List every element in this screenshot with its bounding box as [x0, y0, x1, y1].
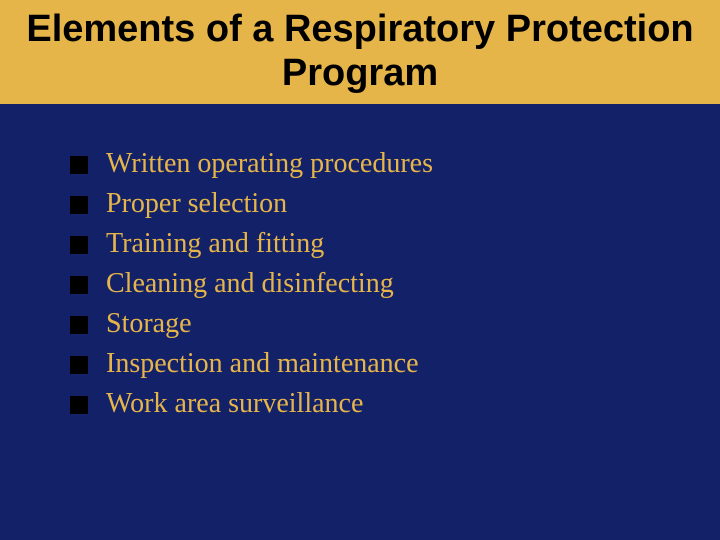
bullet-text: Cleaning and disinfecting [106, 268, 720, 300]
bullet-text: Inspection and maintenance [106, 348, 720, 380]
list-item: Storage [70, 304, 720, 344]
list-item: Proper selection [70, 184, 720, 224]
square-bullet-icon [70, 356, 88, 374]
bullet-list: Written operating procedures Proper selec… [70, 144, 720, 424]
square-bullet-icon [70, 396, 88, 414]
bullet-text: Written operating procedures [106, 148, 720, 180]
list-item: Written operating procedures [70, 144, 720, 184]
slide: Elements of a Respiratory Protection Pro… [0, 0, 720, 540]
title-band: Elements of a Respiratory Protection Pro… [0, 0, 720, 104]
square-bullet-icon [70, 156, 88, 174]
list-item: Inspection and maintenance [70, 344, 720, 384]
bullet-text: Work area surveillance [106, 388, 720, 420]
slide-title: Elements of a Respiratory Protection Pro… [20, 8, 700, 95]
square-bullet-icon [70, 236, 88, 254]
bullet-text: Proper selection [106, 188, 720, 220]
body-area: Written operating procedures Proper selec… [0, 104, 720, 424]
square-bullet-icon [70, 316, 88, 334]
list-item: Work area surveillance [70, 384, 720, 424]
list-item: Training and fitting [70, 224, 720, 264]
bullet-text: Training and fitting [106, 228, 720, 260]
square-bullet-icon [70, 196, 88, 214]
square-bullet-icon [70, 276, 88, 294]
bullet-text: Storage [106, 308, 720, 340]
list-item: Cleaning and disinfecting [70, 264, 720, 304]
